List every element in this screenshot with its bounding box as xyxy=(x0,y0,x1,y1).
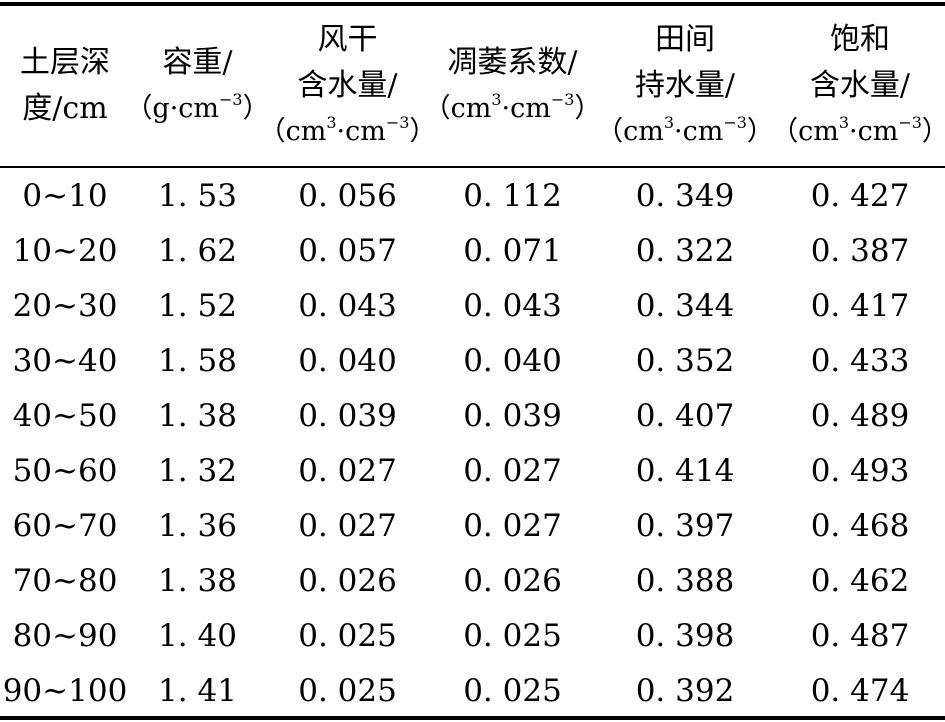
header-depth-line-2: 度/cm xyxy=(22,91,108,126)
cell-bulk-density: 1. 62 xyxy=(158,232,237,269)
cell-wilting-coefficient: 0. 027 xyxy=(463,452,562,489)
cell-air-dry-moisture: 0. 027 xyxy=(298,507,397,544)
header-saturated-moisture: 饱和 含水量/ （cm3·cm−3） xyxy=(771,6,945,166)
cell-bulk-density: 1. 53 xyxy=(158,177,237,214)
cell-depth: 30~40 xyxy=(12,342,118,379)
header-wilting-coefficient: 凋萎系数/ （cm3·cm−3） xyxy=(424,6,602,166)
cell-field-capacity: 0. 397 xyxy=(635,507,735,544)
header-bulk-density: 容重/ （g·cm−3） xyxy=(125,6,269,166)
cell-air-dry-moisture: 0. 027 xyxy=(298,452,397,489)
cell-wilting-coefficient: 0. 026 xyxy=(463,562,562,599)
cell-bulk-density: 1. 38 xyxy=(158,397,237,434)
table-row: 70~80 1. 38 0. 026 0. 026 0. 388 0. 462 xyxy=(0,553,945,608)
header-wilting-unit: （cm3·cm−3） xyxy=(423,90,602,125)
cell-saturated-moisture: 0. 489 xyxy=(810,397,910,434)
cell-bulk-density: 1. 32 xyxy=(158,452,237,489)
table-row: 60~70 1. 36 0. 027 0. 027 0. 397 0. 468 xyxy=(0,498,945,553)
cell-wilting-coefficient: 0. 040 xyxy=(463,342,562,379)
header-field-capacity-line-2: 持水量/ xyxy=(634,68,736,103)
cell-bulk-density: 1. 40 xyxy=(158,617,237,654)
table-row: 10~20 1. 62 0. 057 0. 071 0. 322 0. 387 xyxy=(0,223,945,278)
cell-air-dry-moisture: 0. 057 xyxy=(298,232,397,269)
cell-bulk-density: 1. 41 xyxy=(158,672,237,709)
cell-depth: 80~90 xyxy=(12,617,118,654)
cell-depth: 40~50 xyxy=(12,397,118,434)
table-row: 0~10 1. 53 0. 056 0. 112 0. 349 0. 427 xyxy=(0,168,945,223)
cell-saturated-moisture: 0. 462 xyxy=(810,562,910,599)
cell-saturated-moisture: 0. 474 xyxy=(810,672,910,709)
header-field-capacity-line-1: 田间 xyxy=(655,22,715,57)
header-saturated-unit: （cm3·cm−3） xyxy=(771,113,945,148)
cell-depth: 20~30 xyxy=(12,287,118,324)
header-field-capacity: 田间 持水量/ （cm3·cm−3） xyxy=(595,6,775,166)
cell-field-capacity: 0. 392 xyxy=(635,672,735,709)
cell-field-capacity: 0. 398 xyxy=(635,617,735,654)
header-field-capacity-unit: （cm3·cm−3） xyxy=(596,113,774,148)
cell-saturated-moisture: 0. 433 xyxy=(810,342,910,379)
header-bulk-density-line-1: 容重/ xyxy=(162,45,233,80)
cell-air-dry-moisture: 0. 043 xyxy=(298,287,397,324)
table-body: 0~10 1. 53 0. 056 0. 112 0. 349 0. 427 10~20 1.… xyxy=(0,168,945,716)
cell-field-capacity: 0. 407 xyxy=(635,397,735,434)
cell-air-dry-moisture: 0. 039 xyxy=(298,397,397,434)
cell-wilting-coefficient: 0. 025 xyxy=(463,617,562,654)
table-header: 土层深 度/cm 容重/ （g·cm−3） 风干 含水量/ （cm3·cm−3）… xyxy=(0,6,945,166)
cell-saturated-moisture: 0. 487 xyxy=(810,617,910,654)
cell-depth: 50~60 xyxy=(12,452,118,489)
cell-depth: 60~70 xyxy=(12,507,118,544)
cell-saturated-moisture: 0. 493 xyxy=(810,452,910,489)
header-air-dry-moisture: 风干 含水量/ （cm3·cm−3） xyxy=(259,6,437,166)
cell-field-capacity: 0. 414 xyxy=(635,452,735,489)
cell-wilting-coefficient: 0. 043 xyxy=(463,287,562,324)
cell-wilting-coefficient: 0. 039 xyxy=(463,397,562,434)
bottom-rule xyxy=(0,716,945,720)
header-wilting-line-1: 凋萎系数/ xyxy=(447,45,578,80)
table-row: 20~30 1. 52 0. 043 0. 043 0. 344 0. 417 xyxy=(0,278,945,333)
cell-wilting-coefficient: 0. 071 xyxy=(463,232,562,269)
cell-wilting-coefficient: 0. 027 xyxy=(463,507,562,544)
top-rule xyxy=(0,2,945,6)
cell-field-capacity: 0. 388 xyxy=(635,562,735,599)
cell-field-capacity: 0. 322 xyxy=(635,232,735,269)
table-row: 50~60 1. 32 0. 027 0. 027 0. 414 0. 493 xyxy=(0,443,945,498)
cell-saturated-moisture: 0. 427 xyxy=(810,177,910,214)
cell-saturated-moisture: 0. 468 xyxy=(810,507,910,544)
header-rule xyxy=(0,166,945,168)
table-row: 90~100 1. 41 0. 025 0. 025 0. 392 0. 474 xyxy=(0,663,945,718)
cell-bulk-density: 1. 38 xyxy=(158,562,237,599)
cell-field-capacity: 0. 349 xyxy=(635,177,735,214)
table-row: 80~90 1. 40 0. 025 0. 025 0. 398 0. 487 xyxy=(0,608,945,663)
table-row: 40~50 1. 38 0. 039 0. 039 0. 407 0. 489 xyxy=(0,388,945,443)
cell-depth: 10~20 xyxy=(12,232,118,269)
cell-air-dry-moisture: 0. 026 xyxy=(298,562,397,599)
header-saturated-line-1: 饱和 xyxy=(830,22,890,57)
cell-depth: 70~80 xyxy=(12,562,118,599)
cell-saturated-moisture: 0. 417 xyxy=(810,287,910,324)
cell-saturated-moisture: 0. 387 xyxy=(810,232,910,269)
cell-bulk-density: 1. 52 xyxy=(158,287,237,324)
header-air-dry-line-2: 含水量/ xyxy=(297,68,398,103)
header-air-dry-unit: （cm3·cm−3） xyxy=(258,113,437,148)
cell-depth: 90~100 xyxy=(2,672,128,709)
cell-air-dry-moisture: 0. 025 xyxy=(298,617,397,654)
header-air-dry-line-1: 风干 xyxy=(317,22,378,57)
cell-wilting-coefficient: 0. 025 xyxy=(463,672,562,709)
cell-air-dry-moisture: 0. 056 xyxy=(298,177,397,214)
header-depth: 土层深 度/cm xyxy=(0,6,130,166)
cell-wilting-coefficient: 0. 112 xyxy=(463,177,562,214)
cell-field-capacity: 0. 344 xyxy=(635,287,735,324)
header-saturated-line-2: 含水量/ xyxy=(809,68,911,103)
header-depth-line-1: 土层深 xyxy=(20,45,110,80)
table-row: 30~40 1. 58 0. 040 0. 040 0. 352 0. 433 xyxy=(0,333,945,388)
cell-depth: 0~10 xyxy=(22,177,108,214)
cell-air-dry-moisture: 0. 025 xyxy=(298,672,397,709)
cell-bulk-density: 1. 36 xyxy=(158,507,237,544)
cell-field-capacity: 0. 352 xyxy=(635,342,735,379)
cell-bulk-density: 1. 58 xyxy=(158,342,237,379)
cell-air-dry-moisture: 0. 040 xyxy=(298,342,397,379)
header-bulk-density-unit: （g·cm−3） xyxy=(125,90,270,125)
